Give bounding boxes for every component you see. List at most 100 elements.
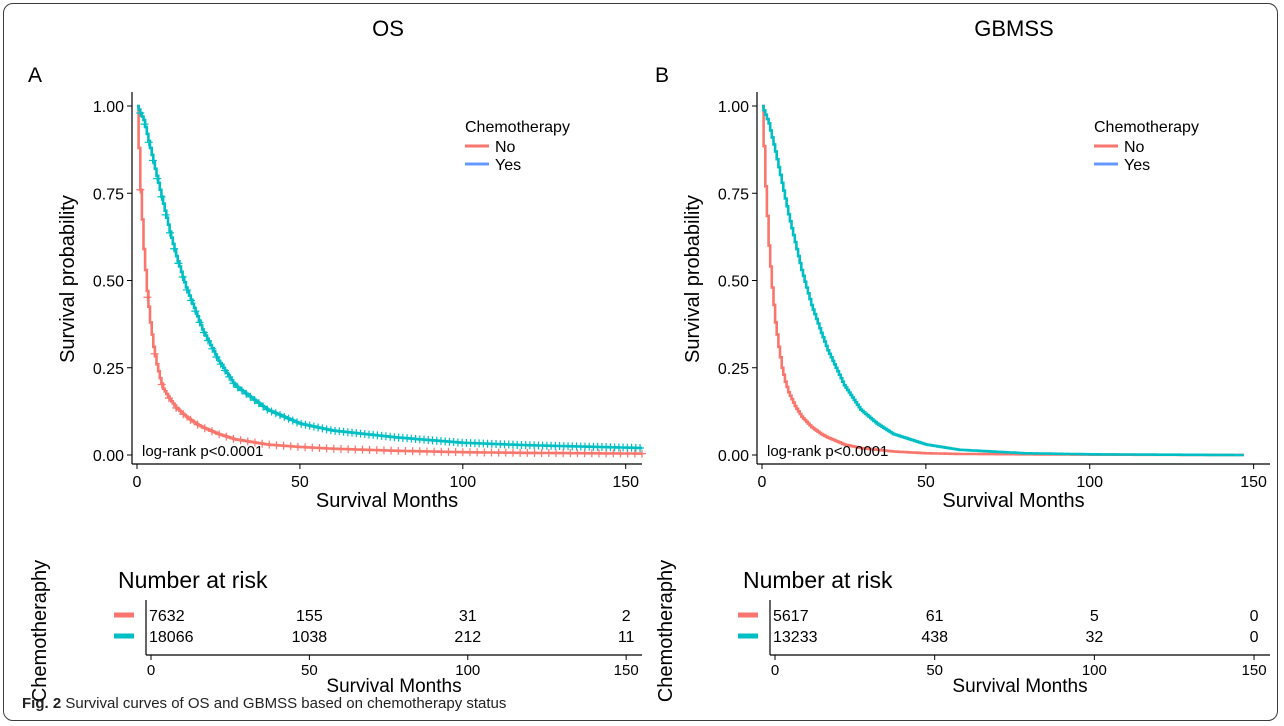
caption-label: Fig. 2: [22, 695, 62, 712]
censor-mark: [272, 441, 281, 450]
censor-mark: [415, 447, 424, 456]
censor-mark: [305, 421, 314, 430]
risk-table-title: Number at risk: [743, 567, 893, 593]
censor-mark: [401, 446, 410, 455]
risk-table-title: Number at risk: [118, 567, 268, 593]
censor-mark: [207, 427, 216, 436]
x-tick-label: 150: [612, 474, 639, 491]
censor-mark: [178, 273, 187, 282]
risk-count: 0: [1250, 629, 1259, 646]
censor-mark: [143, 293, 152, 302]
censor-mark: [144, 138, 153, 147]
risk-x-tick-label: 50: [926, 662, 943, 679]
survival-curve-yes: [137, 104, 642, 450]
figure-caption: Fig. 2 Survival curves of OS and GBMSS b…: [22, 695, 506, 712]
y-tick-label: 0.75: [718, 186, 749, 203]
censor-mark: [193, 420, 202, 429]
censor-mark: [204, 336, 213, 345]
censor-mark: [365, 445, 374, 454]
censor-mark: [394, 446, 403, 455]
censor-mark: [246, 392, 255, 401]
censor-mark: [559, 449, 568, 458]
censor-mark: [279, 441, 288, 450]
y-tick-label: 0.25: [718, 361, 749, 378]
censor-mark: [242, 389, 251, 398]
censor-mark: [473, 448, 482, 457]
risk-x-tick-label: 0: [771, 662, 779, 679]
censor-mark: [451, 448, 460, 457]
censor-mark: [293, 442, 302, 451]
censor-mark: [229, 434, 238, 443]
censor-mark: [263, 405, 272, 414]
y-tick-label: 0.75: [93, 186, 124, 203]
censor-mark: [243, 437, 252, 446]
x-axis-label: Survival Months: [942, 490, 1084, 512]
risk-count: 11: [618, 629, 635, 646]
censor-mark: [140, 120, 149, 129]
censor-mark: [136, 185, 145, 194]
censor-mark: [199, 328, 208, 337]
censor-mark: [216, 360, 225, 369]
censor-mark: [200, 424, 209, 433]
censor-mark: [258, 439, 267, 448]
legend-label-no: No: [495, 139, 516, 156]
censor-mark: [153, 174, 162, 183]
panel-os: OS A 0.00 0.25 0.50 0.75 1.00 0 50 100 150 Survival…: [28, 16, 646, 702]
censor-mark: [208, 344, 217, 353]
censor-mark: [638, 449, 646, 458]
censor-mark: [164, 394, 173, 403]
censor-mark: [537, 448, 546, 457]
censor-mark: [372, 446, 381, 455]
censor-mark: [594, 449, 603, 458]
risk-x-tick-label: 0: [147, 662, 155, 679]
risk-count: 61: [926, 608, 944, 625]
censor-mark: [494, 448, 503, 457]
censor-mark: [212, 353, 221, 362]
risk-x-tick-label: 150: [614, 662, 639, 679]
censor-mark: [566, 449, 575, 458]
y-tick-label: 1.00: [718, 99, 749, 116]
censor-mark: [286, 442, 295, 451]
censor-mark: [329, 444, 338, 453]
risk-count: 31: [459, 608, 477, 625]
legend-title: Chemotherapy: [1094, 119, 1199, 136]
censor-mark: [551, 449, 560, 458]
censor-mark: [379, 446, 388, 455]
survival-curve-no: [137, 104, 642, 455]
censor-mark: [284, 414, 293, 423]
survival-curve-yes: [762, 104, 1244, 457]
risk-count: 13233: [773, 629, 818, 646]
censor-mark: [179, 410, 188, 419]
legend-label-yes: Yes: [1124, 157, 1150, 174]
censor-mark: [174, 259, 183, 268]
x-tick-label: 100: [1076, 474, 1103, 491]
log-rank-annotation: log-rank p<0.0001: [767, 443, 888, 460]
chart-title: OS: [372, 16, 404, 41]
censor-mark: [170, 244, 179, 253]
risk-count: 5617: [773, 608, 809, 625]
censor-mark: [523, 448, 532, 457]
censor-mark: [182, 285, 191, 294]
censor-mark: [297, 419, 306, 428]
censor-mark: [508, 448, 517, 457]
legend-title: Chemotherapy: [465, 119, 570, 136]
censor-mark: [616, 449, 625, 458]
censor-mark: [408, 447, 417, 456]
censor-mark: [215, 430, 224, 439]
legend-label-yes: Yes: [495, 157, 521, 174]
risk-x-tick-label: 100: [455, 662, 480, 679]
risk-count: 7632: [149, 608, 185, 625]
censor-mark: [276, 411, 285, 420]
risk-count: 18066: [149, 629, 194, 646]
panel-label: B: [655, 64, 669, 87]
censor-mark: [161, 210, 170, 219]
censor-mark: [630, 449, 639, 458]
censor-mark: [501, 448, 510, 457]
censor-mark: [150, 349, 159, 358]
censor-mark: [573, 449, 582, 458]
censor-mark: [351, 445, 360, 454]
censor-mark: [422, 447, 431, 456]
risk-table-ylabel: Chemotheraphy: [655, 560, 677, 702]
censor-mark: [530, 448, 539, 457]
censor-mark: [191, 307, 200, 316]
